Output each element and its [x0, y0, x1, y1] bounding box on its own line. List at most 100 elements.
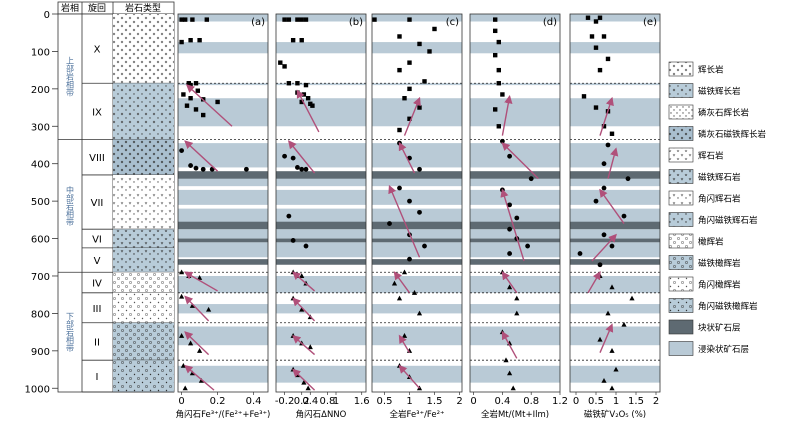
data-point-square — [601, 124, 607, 129]
disseminated-ore-band — [372, 42, 462, 54]
data-point-square — [184, 103, 190, 108]
header-cycle: 旋回 — [88, 2, 106, 14]
disseminated-ore-band — [276, 304, 366, 314]
data-point-circle — [601, 161, 607, 167]
data-point-triangle — [609, 385, 615, 391]
trend-arrow — [296, 89, 320, 133]
x-axis-label: 角闪石Fe³⁺/(Fe²⁺+Fe³⁺) — [176, 409, 271, 420]
x-axis-label: 角闪石ΔNNO — [296, 409, 347, 420]
data-point-triangle — [629, 295, 635, 301]
legend-item: 浸染状矿石层 — [668, 341, 749, 356]
depth-tick-label: 100 — [31, 47, 50, 58]
data-point-square — [195, 88, 200, 93]
x-tick-label: 1 — [613, 396, 619, 407]
x-tick-label: 0.8 — [319, 396, 335, 407]
massive-ore-band — [276, 259, 366, 265]
data-point-circle — [507, 153, 512, 159]
legend-swatch — [668, 169, 694, 184]
disseminated-ore-band — [372, 275, 462, 293]
disseminated-ore-band — [276, 42, 366, 54]
data-point-square — [585, 15, 591, 20]
cycle-label: VII — [91, 198, 104, 209]
data-point-triangle — [179, 293, 185, 299]
data-point-triangle — [301, 379, 307, 385]
trend-arrow — [393, 271, 411, 294]
legend-item: 角闪磁铁辉石岩 — [668, 212, 758, 227]
data-point-circle — [507, 226, 512, 232]
data-point-square — [397, 67, 402, 73]
disseminated-ore-band — [372, 326, 462, 346]
massive-ore-band — [276, 221, 366, 230]
disseminated-ore-band — [570, 189, 660, 205]
data-point-circle — [244, 166, 249, 172]
x-tick-label: 1 — [406, 396, 412, 407]
legend-label: 角闪辉石岩 — [698, 194, 741, 205]
data-point-square — [417, 105, 422, 110]
data-point-square — [605, 56, 611, 62]
trend-arrow — [587, 271, 601, 294]
disseminated-ore-band — [178, 242, 268, 258]
data-point-square — [278, 60, 283, 65]
cycle-label: I — [96, 372, 99, 383]
trend-arrow — [184, 295, 210, 322]
legend-item: 磁铁辉长岩 — [668, 83, 741, 98]
disseminated-ore-band — [276, 189, 366, 205]
disseminated-ore-band — [470, 208, 560, 224]
data-point-square — [597, 67, 603, 73]
data-point-square — [609, 131, 615, 136]
data-point-square — [201, 112, 206, 118]
disseminated-ore-band — [470, 98, 560, 127]
data-point-square — [179, 39, 184, 45]
disseminated-ore-band — [276, 14, 366, 22]
trend-arrow — [183, 271, 218, 292]
massive-ore-band — [372, 259, 462, 265]
data-point-circle — [514, 215, 520, 221]
disseminated-ore-band — [570, 326, 660, 346]
data-point-square — [407, 60, 412, 65]
data-point-circle — [299, 166, 305, 172]
data-point-triangle — [503, 357, 509, 363]
cycle-label: VI — [92, 235, 102, 246]
data-point-square — [496, 81, 501, 86]
data-point-triangle — [401, 269, 408, 275]
data-point-triangle — [307, 344, 313, 350]
x-axis-label: 全岩Mt/(Mt+Ilm) — [481, 409, 549, 420]
data-point-triangle — [601, 377, 607, 383]
disseminated-ore-band — [178, 14, 268, 22]
trend-arrow — [607, 147, 619, 179]
trend-arrow — [599, 96, 614, 136]
depth-tick-label: 600 — [31, 235, 50, 246]
x-tick-label: 0 — [573, 396, 579, 407]
data-point-square — [432, 26, 437, 32]
data-point-circle — [609, 243, 615, 249]
legend-swatch — [668, 212, 694, 227]
panel-b: (b) -0.2 0.20.4 0.81 1.6 角闪石ΔNNO — [275, 13, 370, 420]
data-point-square — [303, 82, 309, 88]
legend-item: 角闪橄辉岩 — [668, 276, 741, 292]
disseminated-ore-band — [570, 365, 660, 383]
trend-arrow — [501, 142, 539, 180]
disseminated-ore-band — [570, 174, 660, 187]
massive-ore-band — [372, 171, 462, 179]
massive-ore-band — [372, 221, 462, 230]
data-point-circle — [303, 166, 309, 172]
trend-arrow — [398, 141, 416, 174]
massive-ore-band — [570, 259, 660, 265]
disseminated-ore-band — [470, 365, 560, 383]
massive-ore-band — [470, 221, 560, 230]
data-point-square — [183, 17, 188, 22]
data-point-circle — [417, 209, 422, 215]
legend-swatch — [668, 126, 694, 141]
data-point-square — [193, 107, 199, 112]
data-point-square — [427, 49, 432, 54]
disseminated-ore-band — [570, 83, 660, 86]
disseminated-ore-band — [178, 304, 268, 314]
data-point-square — [303, 17, 309, 22]
data-point-square — [500, 92, 505, 97]
legend-label: 浸染状矿石层 — [698, 344, 749, 355]
legend-label: 磷灰石辉长岩 — [698, 108, 750, 119]
rock-type-unit — [113, 139, 174, 175]
disseminated-ore-band — [372, 229, 462, 239]
disseminated-ore-band — [178, 229, 268, 239]
